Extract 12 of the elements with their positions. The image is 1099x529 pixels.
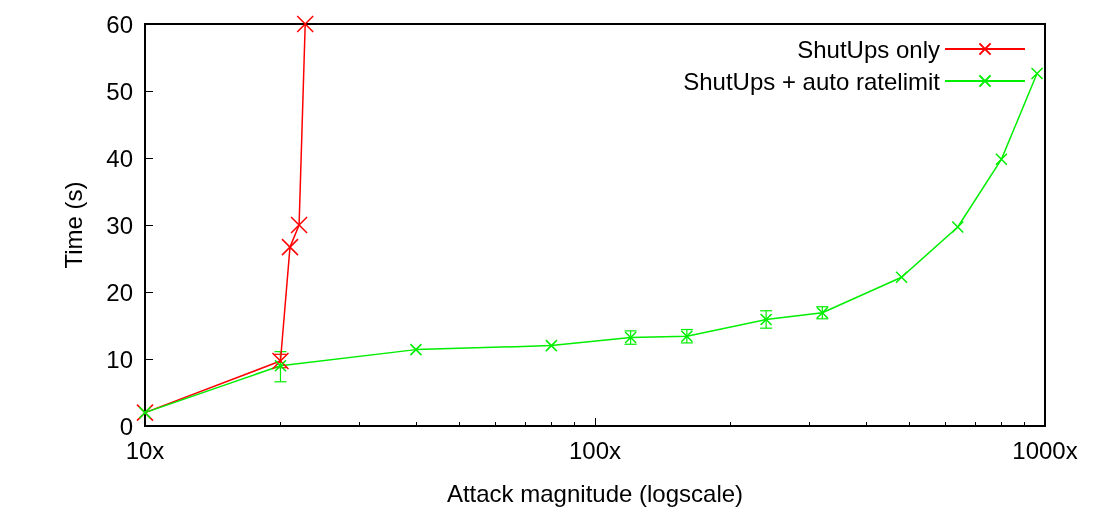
y-tick-label: 30 bbox=[106, 211, 133, 239]
y-tick-label: 10 bbox=[106, 345, 133, 373]
y-tick-label: 50 bbox=[106, 77, 133, 105]
x-axis-title: Attack magnitude (logscale) bbox=[446, 479, 744, 507]
y-tick-label: 20 bbox=[106, 278, 133, 306]
legend-label: ShutUps + auto ratelimit bbox=[683, 67, 941, 95]
x-tick-label: 1000x bbox=[1012, 436, 1078, 464]
y-tick-label: 60 bbox=[106, 10, 133, 38]
legend-label: ShutUps only bbox=[797, 35, 940, 63]
y-tick-label: 40 bbox=[106, 144, 133, 172]
x-tick-label: 100x bbox=[568, 436, 622, 464]
y-axis-title: Time (s) bbox=[59, 181, 87, 269]
